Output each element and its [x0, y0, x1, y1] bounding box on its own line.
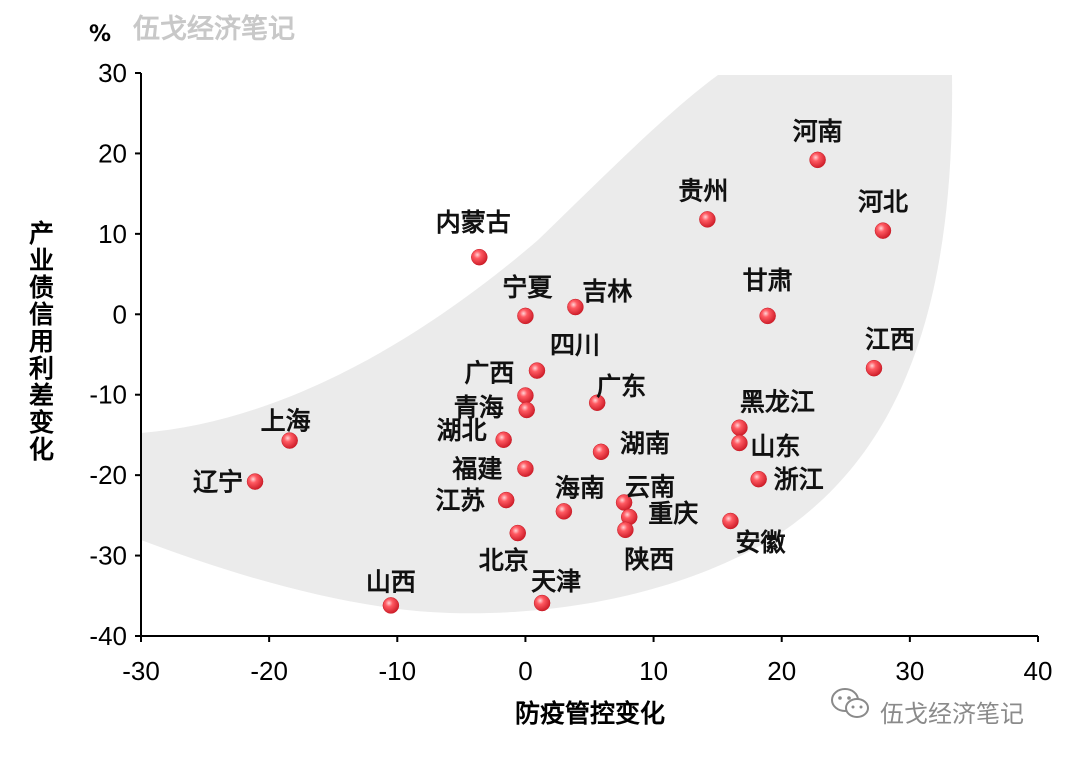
data-point	[517, 307, 534, 325]
data-label: 河南	[793, 117, 843, 146]
data-label: 北京	[479, 546, 529, 575]
data-point	[750, 470, 767, 488]
data-point	[617, 521, 634, 539]
x-tick-label: -30	[122, 656, 160, 686]
data-point	[809, 151, 826, 169]
x-axis-title: 防疫管控变化	[515, 699, 665, 728]
data-point	[518, 401, 535, 419]
data-label: 山东	[750, 432, 800, 461]
data-point	[533, 594, 551, 612]
y-tick-label: -30	[89, 541, 127, 571]
wechat-icon	[831, 688, 869, 718]
data-point	[471, 248, 488, 266]
data-point	[731, 419, 748, 436]
y-tick-label: 30	[98, 58, 127, 88]
data-label: 黑龙江	[740, 388, 815, 417]
data-point	[731, 434, 748, 452]
x-tick-label: 0	[518, 656, 532, 686]
data-label: 江西	[865, 325, 915, 354]
data-label: 天津	[531, 567, 581, 596]
data-point	[495, 431, 512, 449]
data-label: 广东	[596, 372, 646, 401]
data-point	[382, 597, 400, 614]
data-label: 安徽	[735, 528, 786, 557]
data-label: 河北	[858, 188, 908, 217]
data-label: 四川	[550, 331, 600, 360]
data-point	[517, 460, 534, 477]
data-point	[509, 524, 526, 542]
data-point	[555, 503, 573, 520]
y-tick-label: -10	[89, 380, 127, 410]
data-point	[588, 394, 606, 412]
data-point	[865, 359, 883, 377]
data-label: 云南	[625, 472, 675, 501]
watermark-top: 伍戈经济笔记	[133, 13, 295, 45]
data-point	[592, 443, 610, 461]
data-point	[567, 298, 584, 316]
data-label: 贵州	[678, 176, 728, 205]
data-label: 内蒙古	[436, 208, 511, 237]
data-label: 上海	[261, 407, 311, 436]
x-tick-label: -20	[250, 656, 288, 686]
data-label: 广西	[464, 359, 514, 388]
highlight-band	[141, 75, 953, 614]
y-ticks: 30 20 10 0 -10 -20 -30 -40	[89, 58, 141, 651]
y-tick-label: 20	[98, 138, 127, 168]
data-label: 青海	[454, 393, 504, 422]
y-tick-label: 0	[113, 299, 127, 329]
x-ticks: -30 -20 -10 0 10 20 30 40	[122, 636, 1052, 686]
data-label: 吉林	[582, 277, 632, 306]
data-point	[759, 307, 776, 325]
y-unit-label: %	[89, 22, 111, 47]
data-label: 甘肃	[743, 266, 793, 295]
data-point	[517, 387, 534, 404]
data-label: 浙江	[774, 465, 824, 494]
data-label: 湖南	[620, 429, 670, 458]
data-label: 湖北	[437, 416, 487, 445]
y-tick-label: -20	[89, 460, 127, 490]
y-axis-title: 产业债信用利差变化	[26, 220, 55, 463]
data-point	[281, 432, 298, 449]
data-label: 重庆	[648, 499, 698, 528]
data-point	[528, 362, 546, 379]
y-tick-label: 10	[98, 219, 127, 249]
data-label: 宁夏	[502, 273, 553, 302]
data-label: 辽宁	[193, 468, 243, 497]
data-point	[722, 512, 739, 530]
data-point	[615, 494, 633, 511]
x-tick-label: -10	[378, 656, 416, 686]
data-label: 陕西	[624, 545, 674, 574]
data-label: 山西	[366, 567, 416, 596]
data-point	[699, 211, 716, 228]
data-point	[874, 222, 892, 239]
data-points	[246, 151, 892, 614]
data-label: 福建	[451, 455, 502, 484]
y-tick-label: -40	[89, 621, 127, 651]
data-point	[246, 473, 264, 490]
data-point	[497, 491, 515, 509]
x-tick-label: 10	[639, 656, 668, 686]
x-tick-label: 30	[895, 656, 924, 686]
data-label: 海南	[555, 473, 605, 502]
x-tick-label: 20	[767, 656, 796, 686]
x-tick-label: 40	[1024, 656, 1053, 686]
data-label: 江苏	[435, 486, 485, 515]
watermark-bottom: 伍戈经济笔记	[880, 700, 1024, 728]
